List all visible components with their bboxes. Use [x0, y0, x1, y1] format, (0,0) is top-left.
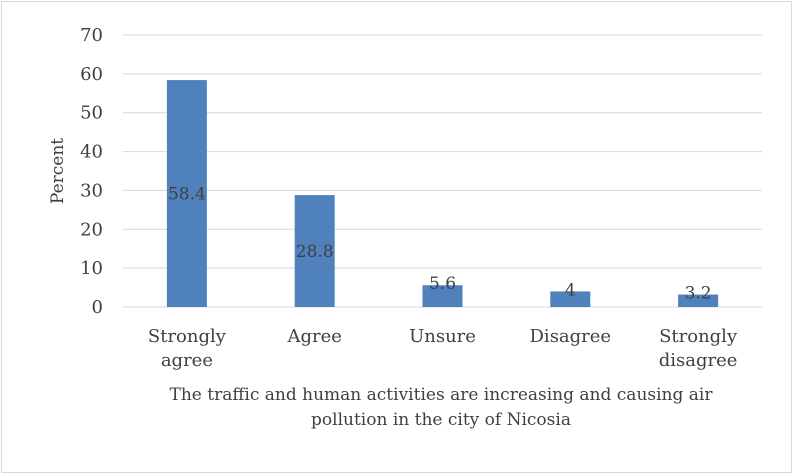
data-labels: 58.4 28.8 5.6 4 3.2 [168, 185, 712, 304]
y-tick-label: 20 [80, 219, 103, 240]
bar [422, 285, 463, 307]
bars [166, 80, 719, 308]
y-tick-labels: 0 10 20 30 40 50 60 70 [80, 25, 103, 318]
data-label: 5.6 [429, 274, 456, 294]
bar [550, 291, 591, 307]
x-axis-title-line: The traffic and human activities are inc… [169, 385, 713, 405]
y-axis-title: Percent [48, 138, 68, 204]
data-label: 58.4 [168, 185, 206, 205]
y-tick-label: 50 [80, 103, 103, 124]
data-label: 28.8 [296, 242, 334, 262]
bar [678, 294, 719, 307]
category-labels: Strongly agree Agree Unsure Disagree Strongly… [148, 326, 738, 371]
x-axis-title: The traffic and human activities are inc… [169, 385, 713, 430]
category-label: Agree [286, 326, 341, 347]
category-label: Strongly disagree [659, 326, 738, 371]
x-axis-title-line: pollution in the city of Nicosia [311, 410, 571, 430]
y-tick-label: 0 [92, 297, 103, 318]
y-tick-label: 60 [80, 64, 103, 85]
bar [294, 195, 335, 307]
y-tick-label: 70 [80, 25, 103, 46]
data-label: 4 [565, 280, 576, 300]
y-tick-label: 40 [80, 142, 103, 163]
category-label: Strongly agree [148, 326, 227, 371]
data-label: 3.2 [685, 284, 712, 304]
category-label: Disagree [530, 326, 612, 347]
category-label: Unsure [409, 326, 476, 347]
y-tick-label: 10 [80, 258, 103, 279]
gridlines [123, 34, 762, 308]
bar [166, 80, 207, 308]
y-tick-label: 30 [80, 180, 103, 201]
